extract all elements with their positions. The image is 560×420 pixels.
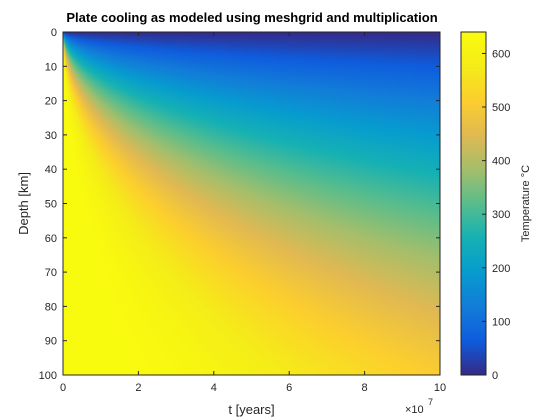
- x-tick-label: 6: [286, 382, 292, 394]
- colorbar-tick-label: 300: [492, 209, 510, 221]
- x-exponent-power: 7: [428, 397, 433, 407]
- y-tick-label: 20: [45, 96, 57, 108]
- plot-area: 0 2 4 6 8 10 0 10 20 30 40 50 60 70 80 90 100: [39, 27, 446, 394]
- y-tick-label: 70: [45, 267, 57, 279]
- y-tick-label: 40: [45, 164, 57, 176]
- y-tick-label: 10: [45, 61, 57, 73]
- x-exponent-base: ×10: [405, 404, 424, 416]
- y-tick-label: 60: [45, 233, 57, 245]
- colorbar-box: [460, 31, 487, 376]
- x-tick-label: 0: [60, 382, 66, 394]
- x-tick-label: 10: [434, 382, 446, 394]
- y-tick-label: 80: [45, 301, 57, 313]
- y-tick-label: 0: [51, 27, 57, 39]
- x-axis-label: t [years]: [228, 402, 274, 417]
- colorbar-tick-label: 600: [492, 48, 510, 60]
- colorbar-tick-label: 400: [492, 156, 510, 168]
- y-axis-label: Depth [km]: [16, 172, 31, 235]
- y-axis-ticks: 0 10 20 30 40 50 60 70 80 90 100: [39, 27, 440, 382]
- y-tick-label: 30: [45, 130, 57, 142]
- colorbar: 0 100 200 300 400 500 600 Temperature °C: [460, 31, 532, 382]
- x-tick-label: 4: [211, 382, 217, 394]
- x-tick-label: 2: [135, 382, 141, 394]
- x-axis-ticks: 0 2 4 6 8 10: [60, 32, 446, 394]
- colorbar-tick-label: 200: [492, 263, 510, 275]
- y-tick-label: 100: [39, 370, 57, 382]
- x-tick-label: 8: [362, 382, 368, 394]
- colorbar-gradient: [461, 32, 486, 375]
- colorbar-tick-label: 0: [492, 370, 498, 382]
- y-tick-label: 90: [45, 336, 57, 348]
- colorbar-tick-label: 500: [492, 102, 510, 114]
- colorbar-ticks: 0 100 200 300 400 500 600: [482, 48, 510, 382]
- y-tick-label: 50: [45, 199, 57, 211]
- colorbar-tick-label: 100: [492, 316, 510, 328]
- colorbar-label: Temperature °C: [520, 165, 532, 242]
- x-axis-exponent: ×10 7: [405, 397, 433, 416]
- chart-title: Plate cooling as modeled using meshgrid …: [66, 10, 437, 25]
- heatmap-image: [63, 32, 440, 375]
